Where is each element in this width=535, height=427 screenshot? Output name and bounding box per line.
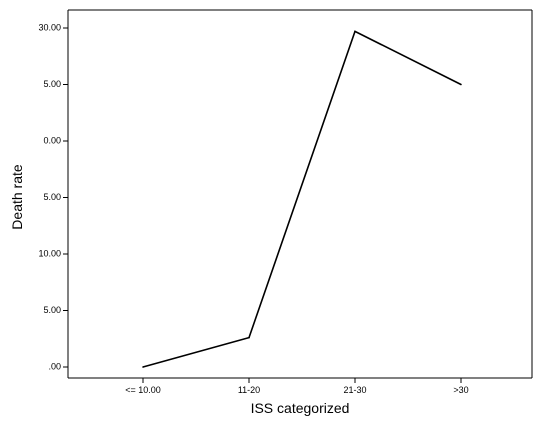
data-point [354,30,356,33]
data-point [142,366,144,368]
series-group [142,30,462,368]
x-axis-title: ISS categorized [251,400,350,416]
x-tick-label: 11-20 [238,385,260,395]
plot-frame [67,9,533,379]
y-tick-label: 5.00 [43,192,61,202]
x-tick-label: <= 10.00 [125,385,161,395]
y-tick-label: 5.00 [43,79,61,89]
y-tick-label: 0.00 [43,135,61,145]
series-line [142,30,462,368]
y-tick-label: .00 [48,361,61,371]
x-tick-label: 21-30 [343,385,366,395]
y-axis-ticks: .00 5.00 10.00 5.00 0.00 5.00 30.00 [38,22,68,371]
y-tick-label: 10.00 [38,248,61,258]
y-tick-label: 5.00 [43,305,61,315]
y-axis-title: Death rate [9,164,25,230]
y-tick-label: 30.00 [38,22,61,32]
x-axis-ticks: <= 10.00 11-20 21-30 >30 [125,378,469,395]
data-point [460,83,462,86]
data-point [248,336,250,339]
x-tick-label: >30 [453,385,468,395]
